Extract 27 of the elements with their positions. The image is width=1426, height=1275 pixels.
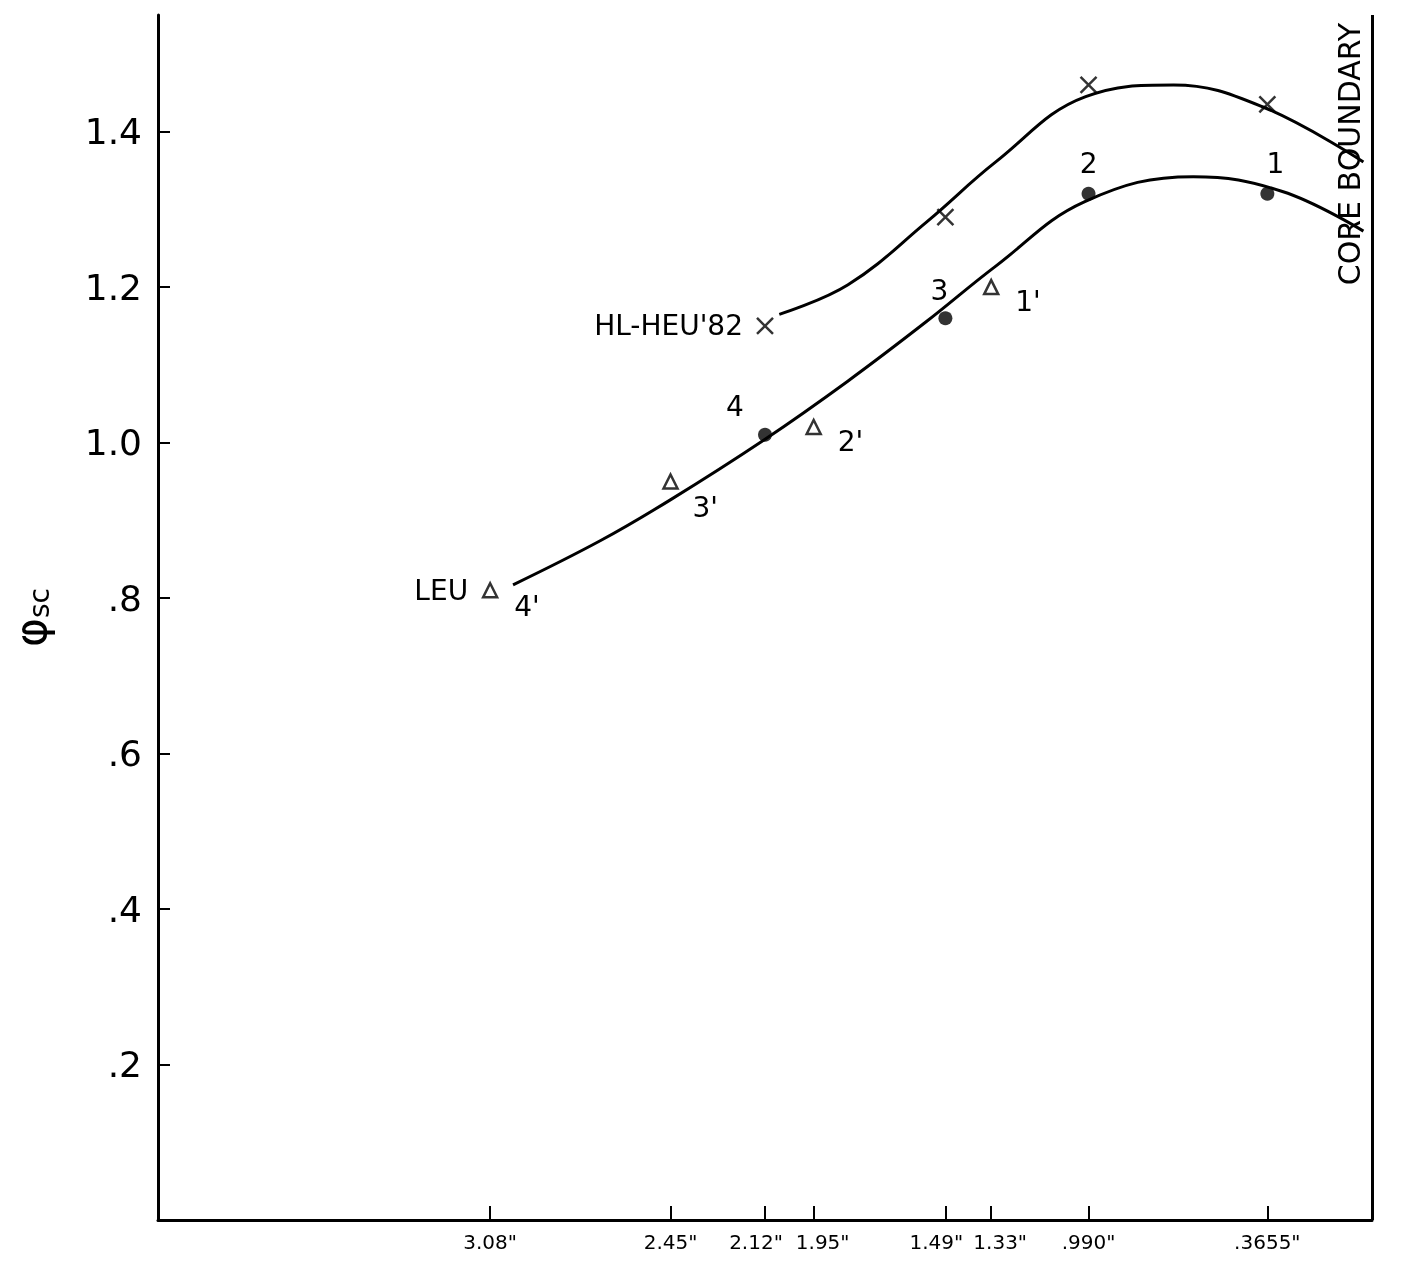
y-tick-label: 1.2 bbox=[84, 266, 142, 308]
annotation: 3' bbox=[692, 490, 719, 524]
annotation: 2 bbox=[1079, 147, 1098, 181]
y-tick-label: 1.4 bbox=[84, 111, 142, 153]
x-tick-label: 3.08" bbox=[463, 1230, 517, 1254]
y-tick-label: .8 bbox=[107, 577, 142, 619]
x-tick-label: 2.12" bbox=[729, 1230, 783, 1254]
annotation: 2' bbox=[837, 424, 864, 458]
y-axis-title: φsc bbox=[4, 588, 56, 648]
y-tick-label: .4 bbox=[107, 888, 142, 930]
annotation: 4 bbox=[726, 390, 744, 424]
annotation: LEU bbox=[414, 573, 469, 607]
x-tick-label: 1.95" bbox=[795, 1230, 850, 1254]
y-tick-label: .6 bbox=[107, 733, 142, 775]
x-tick-label: .3655" bbox=[1234, 1230, 1301, 1254]
annotation: 1 bbox=[1266, 147, 1285, 181]
x-tick-label: 2.45" bbox=[643, 1230, 698, 1254]
x-tick-label: .990" bbox=[1061, 1230, 1116, 1254]
y-tick-label: 1.0 bbox=[84, 422, 142, 464]
y-tick-label: .2 bbox=[107, 1044, 142, 1086]
annotation: 1' bbox=[1015, 284, 1041, 318]
annotation: 4' bbox=[514, 589, 540, 623]
ref-line-label: CORE BOUNDARY bbox=[1331, 22, 1367, 286]
annotation: HL-HEU'82 bbox=[594, 309, 743, 343]
annotation: 3 bbox=[930, 273, 949, 307]
x-tick-label: 1.33" bbox=[973, 1230, 1028, 1254]
x-tick-label: 1.49" bbox=[909, 1230, 964, 1254]
